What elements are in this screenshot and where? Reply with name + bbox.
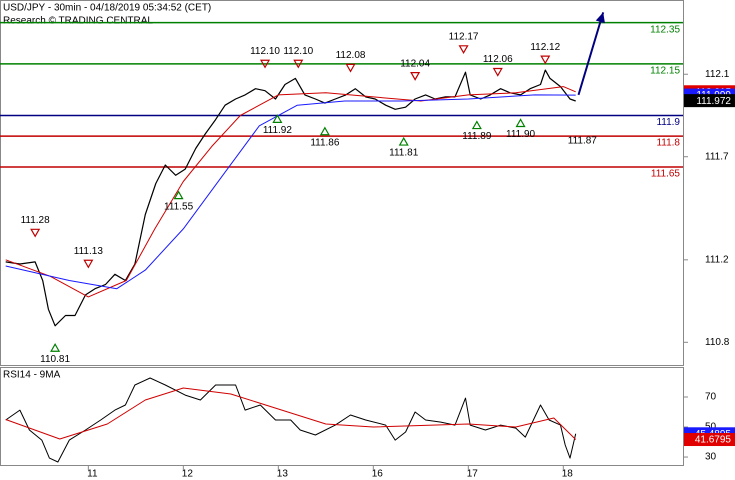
- support-marker: [50, 343, 61, 352]
- pivot-label: 111.86: [310, 137, 340, 148]
- level-label: 111.9: [656, 117, 680, 128]
- pivot-label: 111.87: [568, 135, 598, 146]
- level-label: 111.65: [651, 169, 681, 180]
- pivot-label: 111.90: [506, 129, 536, 140]
- resistance-marker: [259, 59, 271, 69]
- support-marker: [471, 120, 482, 130]
- support-marker: [515, 118, 526, 128]
- chart-subtitle: Research © TRADING CENTRAL: [3, 16, 153, 27]
- pivot-label: 112.06: [483, 54, 513, 65]
- resistance-marker: [345, 63, 356, 73]
- resistance-marker: [30, 228, 41, 238]
- x-tick-label: 11: [87, 469, 98, 480]
- pivot-label: 112.08: [336, 50, 366, 61]
- pivot-label: 111.81: [389, 148, 419, 159]
- x-tick-label: 18: [562, 469, 574, 480]
- resistance-marker: [293, 59, 304, 69]
- pivot-label: 111.55: [164, 201, 194, 212]
- value-tag-label: 111.972: [696, 96, 731, 107]
- resistance-marker: [83, 259, 94, 269]
- pivot-label: 112.04: [400, 58, 430, 69]
- y-tick-label: 110.8: [705, 337, 730, 348]
- y-tick-label: 50: [705, 422, 717, 433]
- y-tick-label: 30: [705, 452, 717, 463]
- level-label: 112.35: [650, 24, 680, 35]
- value-tag-label: 41.6795: [695, 435, 732, 446]
- support-marker: [319, 126, 330, 136]
- resistance-marker: [458, 45, 469, 55]
- y-tick-label: 111.7: [705, 151, 729, 162]
- series-line: [5, 94, 576, 290]
- pivot-label: 111.13: [74, 246, 104, 257]
- resistance-marker: [410, 72, 421, 81]
- y-tick-label: 112.1: [705, 69, 730, 80]
- forecast-arrow: [577, 12, 605, 96]
- pivot-label: 111.89: [462, 131, 492, 142]
- pivot-label: 110.81: [40, 354, 70, 365]
- support-marker: [173, 190, 184, 200]
- resistance-marker: [492, 67, 503, 77]
- resistance-marker: [540, 55, 551, 65]
- x-tick-label: 13: [277, 469, 289, 480]
- panel-title: RSI14 - 9MA: [3, 370, 61, 381]
- y-tick-label: 111.2: [705, 254, 729, 265]
- pivot-label: 111.92: [263, 125, 293, 136]
- series-line: [5, 86, 576, 298]
- pivot-label: 112.10: [283, 46, 313, 57]
- pivot-label: 112.17: [449, 31, 479, 42]
- forecast-arrowhead: [595, 12, 605, 24]
- value-tag: [684, 433, 735, 447]
- series-line: [5, 387, 577, 440]
- x-tick-label: 16: [372, 469, 384, 480]
- support-marker: [398, 136, 409, 146]
- pivot-label: 112.12: [530, 42, 560, 53]
- x-tick-label: 12: [182, 469, 194, 480]
- support-marker: [272, 114, 283, 123]
- level-label: 112.15: [650, 66, 680, 77]
- pivot-label: 112.10: [250, 46, 280, 57]
- chart-title: USD/JPY - 30min - 04/18/2019 05:34:52 (C…: [3, 3, 211, 14]
- pivot-label: 111.28: [21, 215, 51, 226]
- y-tick-label: 70: [705, 392, 717, 403]
- x-tick-label: 17: [467, 469, 479, 480]
- level-label: 111.8: [656, 138, 680, 149]
- value-tag: [684, 94, 735, 108]
